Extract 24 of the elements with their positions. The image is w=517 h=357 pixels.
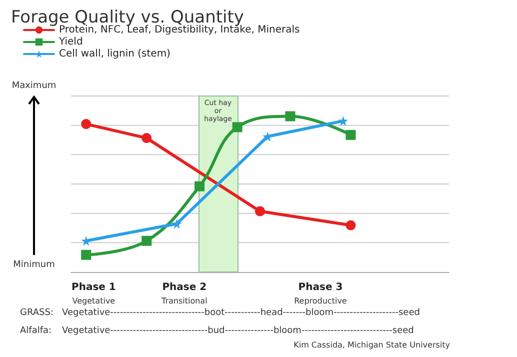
point	[338, 116, 348, 126]
text: GRASS:	[20, 308, 54, 318]
text: Maximum	[12, 81, 56, 91]
text: Minimum	[13, 260, 55, 270]
point	[194, 181, 205, 192]
point	[142, 133, 152, 144]
point	[172, 218, 182, 229]
legend-label: Yield	[58, 36, 83, 48]
point	[346, 220, 356, 230]
text: Kim Cassida, Michigan State University	[294, 340, 450, 350]
text: Alfalfa:	[20, 326, 52, 336]
x-tick-label: Phase 3 Reproductive	[294, 282, 347, 306]
point	[346, 130, 356, 140]
point	[142, 236, 152, 246]
point	[232, 122, 242, 132]
legend-label: Cell wall, lignin (stem)	[59, 48, 171, 60]
point	[285, 111, 296, 122]
point	[81, 250, 92, 260]
text: Vegetative-----------------------------boot-----------head-------bloom--------------------seed	[62, 308, 420, 318]
x-tick-label: Phase 1 Vegetative	[71, 282, 116, 306]
point	[255, 206, 265, 216]
x-tick-label: Phase 2 Transitional	[160, 282, 208, 306]
point	[81, 119, 92, 130]
text: Vegetative------------------------------bud---------------bloom----------------------------seed	[62, 326, 414, 336]
